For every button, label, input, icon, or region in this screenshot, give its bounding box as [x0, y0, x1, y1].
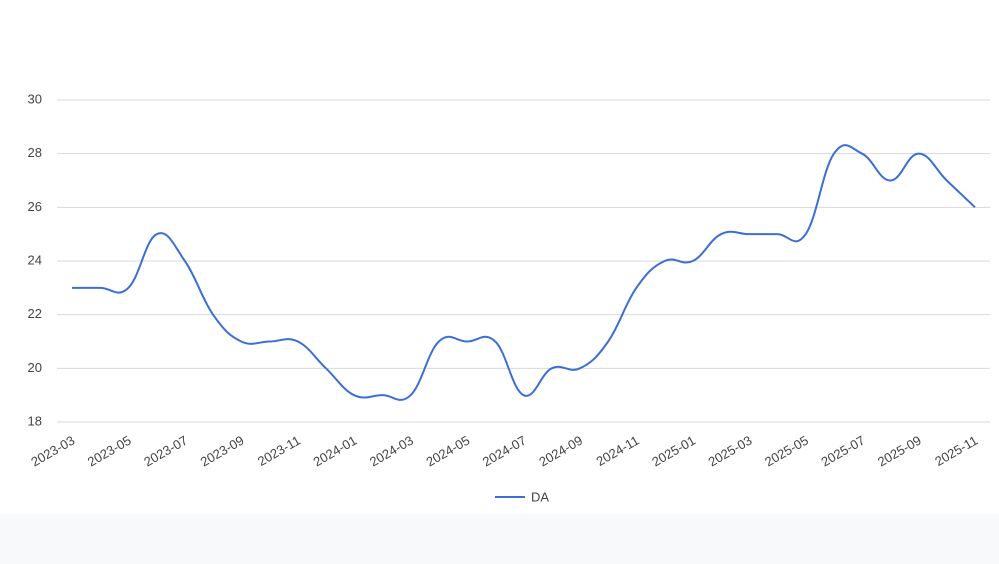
x-tick-label: 2025-03	[706, 433, 755, 470]
footer-band	[0, 514, 999, 564]
x-tick-label: 2023-09	[198, 433, 247, 470]
x-tick-label: 2024-07	[480, 433, 529, 470]
x-tick-label: 2024-01	[311, 433, 360, 470]
line	[72, 144, 976, 401]
y-tick-label: 22	[28, 306, 42, 321]
legend-label: DA	[531, 489, 549, 504]
x-tick-label: 2025-01	[649, 433, 698, 470]
x-tick-label: 2025-05	[762, 433, 811, 470]
y-tick-label: 30	[28, 91, 42, 106]
x-tick-label: 2024-05	[423, 433, 472, 470]
x-tick-label: 2024-11	[594, 433, 642, 469]
x-tick-label: 2024-09	[536, 433, 585, 470]
y-tick-label: 26	[28, 199, 42, 214]
x-tick-label: 2023-05	[85, 433, 134, 470]
y-tick-label: 18	[28, 413, 42, 428]
y-tick-label: 20	[28, 360, 42, 375]
x-tick-label: 2023-11	[255, 433, 303, 469]
x-tick-label: 2025-11	[932, 433, 980, 469]
x-tick-label: 2024-03	[367, 433, 416, 470]
y-tick-label: 24	[28, 252, 42, 267]
y-tick-label: 28	[28, 145, 42, 160]
x-tick-label: 2025-09	[875, 433, 924, 470]
x-tick-label: 2023-07	[141, 433, 190, 470]
x-tick-label: 2025-07	[819, 433, 868, 470]
x-tick-label: 2023-03	[28, 433, 77, 470]
